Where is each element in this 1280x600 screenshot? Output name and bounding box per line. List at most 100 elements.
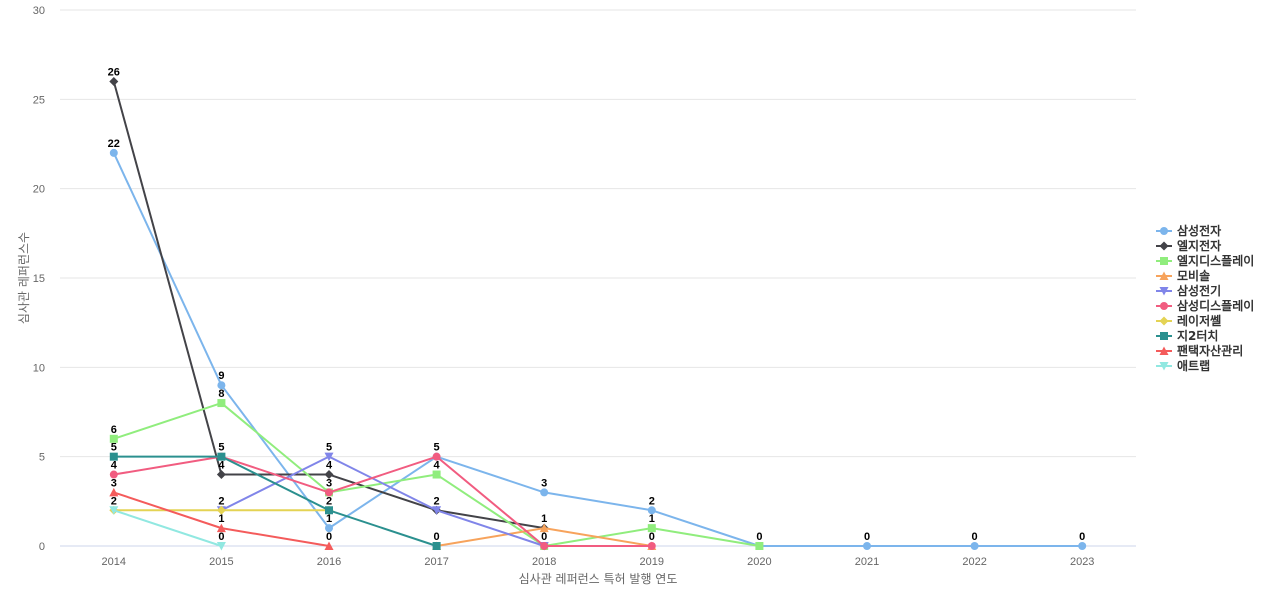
series-10 xyxy=(109,506,226,551)
gridlines xyxy=(60,9,1136,458)
legend-item[interactable]: 엘지디스플레이 xyxy=(1156,253,1254,268)
data-label: 1 xyxy=(218,513,224,525)
series-point xyxy=(432,452,441,461)
series-point xyxy=(109,76,119,86)
data-label: 0 xyxy=(218,531,224,543)
series-1 xyxy=(109,148,1087,550)
series-point xyxy=(217,381,226,390)
x-tick-label: 2023 xyxy=(1070,556,1094,568)
series-layer xyxy=(109,76,1087,551)
data-labels: 26 22 6 5 4 3 2 9 8 5 4 2 1 0 5 4 3 2 1 0 5 4 2 0 3 1 0 2 1 0 0 0 0 0 xyxy=(108,66,1086,543)
legend-item[interactable]: 팬택자산관리 xyxy=(1156,343,1243,358)
data-label: 4 xyxy=(111,460,118,472)
data-label: 2 xyxy=(218,495,224,507)
legend-marker xyxy=(1159,287,1169,296)
legend-label: 삼성디스플레이 xyxy=(1177,298,1254,313)
data-label: 3 xyxy=(326,477,332,489)
series-point xyxy=(755,542,764,550)
data-label: 26 xyxy=(108,66,120,78)
x-axis-tick-labels: 2014 2015 2016 2017 2018 2019 2020 2021 2022 2023 xyxy=(102,556,1095,568)
legend-marker xyxy=(1159,346,1169,355)
y-tick-label: 25 xyxy=(33,94,45,106)
data-label: 5 xyxy=(434,442,440,454)
x-tick-label: 2021 xyxy=(855,556,879,568)
data-label: 0 xyxy=(972,531,978,543)
series-point xyxy=(432,542,441,550)
legend-marker xyxy=(1160,257,1168,265)
data-label: 0 xyxy=(434,531,440,543)
series-point xyxy=(432,470,441,479)
series-point xyxy=(109,452,118,461)
data-label: 2 xyxy=(326,495,332,507)
data-label: 0 xyxy=(756,531,762,543)
series-point xyxy=(1078,542,1087,550)
data-label: 2 xyxy=(649,495,655,507)
legend-item[interactable]: 삼성전자 xyxy=(1156,223,1221,238)
legend-item[interactable]: 레이저쎌 xyxy=(1156,313,1221,328)
series-point xyxy=(216,542,226,551)
data-label: 2 xyxy=(434,495,440,507)
y-tick-label: 20 xyxy=(33,184,45,196)
series-point xyxy=(540,488,549,497)
legend-marker xyxy=(1159,362,1169,371)
legend-item[interactable]: 애트랩 xyxy=(1156,358,1210,373)
legend-item[interactable]: 모비솔 xyxy=(1156,268,1210,283)
legend-item[interactable]: 삼성디스플레이 xyxy=(1156,298,1254,313)
legend-label: 모비솔 xyxy=(1177,268,1210,283)
series-point xyxy=(647,506,656,515)
data-label: 2 xyxy=(111,495,117,507)
series-point xyxy=(325,524,333,533)
series-line xyxy=(113,455,437,547)
legend-marker xyxy=(1160,332,1168,340)
series-point xyxy=(863,542,871,550)
series-point xyxy=(324,470,334,480)
series-9 xyxy=(109,487,334,550)
data-label: 1 xyxy=(649,513,655,525)
legend-label: 레이저쎌 xyxy=(1177,313,1221,328)
legend-item[interactable]: 엘지전자 xyxy=(1156,238,1221,253)
data-label: 4 xyxy=(218,460,225,472)
data-label: 5 xyxy=(111,442,117,454)
series-point xyxy=(324,452,334,462)
data-label: 0 xyxy=(864,531,870,543)
x-tick-label: 2018 xyxy=(532,556,556,568)
legend-marker xyxy=(1159,271,1169,280)
data-label: 0 xyxy=(541,531,547,543)
data-label: 5 xyxy=(326,442,332,454)
legend: 삼성전자엘지전자엘지디스플레이모비솔삼성전기삼성디스플레이레이저쎌지2터치팬택자… xyxy=(1156,223,1254,373)
legend-marker xyxy=(1160,302,1168,310)
data-label: 1 xyxy=(326,513,332,525)
data-label: 22 xyxy=(108,138,120,150)
series-point xyxy=(109,148,118,157)
data-label: 4 xyxy=(326,460,333,472)
y-tick-label: 5 xyxy=(39,452,45,464)
data-label: 3 xyxy=(111,477,117,489)
series-point xyxy=(216,470,226,480)
series-point xyxy=(109,506,119,515)
series-point xyxy=(540,542,549,550)
y-tick-label: 30 xyxy=(33,5,45,17)
legend-label: 애트랩 xyxy=(1177,358,1210,373)
data-label: 0 xyxy=(1079,531,1085,543)
legend-label: 지2터치 xyxy=(1177,328,1218,343)
data-label: 1 xyxy=(541,513,547,525)
y-axis-title: 심사관 레퍼런스수 xyxy=(17,232,31,324)
series-point xyxy=(325,506,333,515)
legend-marker xyxy=(1159,316,1169,326)
data-label: 9 xyxy=(218,370,224,382)
x-tick-label: 2015 xyxy=(209,556,233,568)
series-point xyxy=(432,506,442,515)
series-point xyxy=(324,541,334,550)
series-point xyxy=(109,487,119,497)
y-tick-label: 10 xyxy=(33,362,45,374)
legend-label: 엘지디스플레이 xyxy=(1177,253,1254,268)
legend-item[interactable]: 삼성전기 xyxy=(1156,283,1221,298)
data-label: 3 xyxy=(541,477,547,489)
y-tick-label: 15 xyxy=(33,273,45,285)
data-label: 8 xyxy=(218,388,224,400)
series-point xyxy=(217,452,226,461)
y-tick-label: 0 xyxy=(39,541,45,553)
series-point xyxy=(109,434,118,443)
legend-item[interactable]: 지2터치 xyxy=(1156,328,1218,343)
